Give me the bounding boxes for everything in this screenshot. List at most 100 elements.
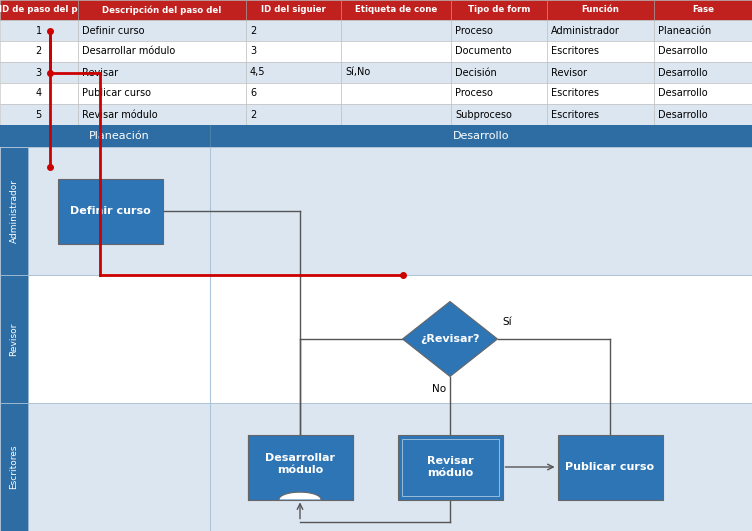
Bar <box>547 41 653 62</box>
Text: Desarrollo: Desarrollo <box>658 47 707 56</box>
Bar <box>402 439 499 495</box>
Text: ID de paso del p: ID de paso del p <box>0 5 78 14</box>
Bar <box>0 275 28 403</box>
Text: Sí,No: Sí,No <box>345 67 370 78</box>
Bar <box>28 403 752 531</box>
Text: 3: 3 <box>36 67 42 78</box>
Bar <box>341 62 451 83</box>
Bar <box>246 83 341 104</box>
Bar <box>653 20 752 41</box>
Text: 4,5: 4,5 <box>250 67 265 78</box>
Bar <box>0 403 28 531</box>
Bar <box>398 434 502 500</box>
Bar <box>247 434 353 500</box>
Text: Administrador: Administrador <box>10 179 19 243</box>
Text: Revisor: Revisor <box>10 322 19 356</box>
Bar <box>0 62 77 83</box>
Text: 2: 2 <box>250 109 256 119</box>
Bar <box>77 0 246 20</box>
Bar <box>451 0 547 20</box>
Polygon shape <box>247 492 353 500</box>
Text: Planeación: Planeación <box>658 25 711 36</box>
Text: Descripción del paso del: Descripción del paso del <box>102 5 221 15</box>
Text: Etiqueta de cone: Etiqueta de cone <box>355 5 438 14</box>
Text: 4: 4 <box>36 89 42 98</box>
Text: Revisar
módulo: Revisar módulo <box>426 456 473 478</box>
Bar <box>653 104 752 125</box>
Bar <box>0 104 77 125</box>
Bar <box>547 104 653 125</box>
Text: Subproceso: Subproceso <box>456 109 512 119</box>
Bar <box>77 104 246 125</box>
Bar <box>653 41 752 62</box>
Bar <box>0 125 752 147</box>
Text: Función: Función <box>581 5 619 14</box>
Bar <box>0 41 77 62</box>
Bar <box>451 20 547 41</box>
Bar <box>28 147 752 275</box>
Bar <box>451 62 547 83</box>
Text: Definir curso: Definir curso <box>70 206 150 216</box>
Text: 2: 2 <box>250 25 256 36</box>
Text: Proceso: Proceso <box>456 89 493 98</box>
Text: Desarrollar módulo: Desarrollar módulo <box>82 47 175 56</box>
Text: 3: 3 <box>250 47 256 56</box>
Bar <box>653 62 752 83</box>
Text: Tipo de form: Tipo de form <box>468 5 530 14</box>
Text: Desarrollo: Desarrollo <box>658 89 707 98</box>
Text: ID del siguier: ID del siguier <box>261 5 326 14</box>
Text: Decisión: Decisión <box>456 67 497 78</box>
Bar <box>0 20 77 41</box>
Bar <box>341 0 451 20</box>
Text: Documento: Documento <box>456 47 512 56</box>
Polygon shape <box>402 302 498 376</box>
Bar <box>557 434 663 500</box>
Text: 2: 2 <box>35 47 42 56</box>
Bar <box>341 20 451 41</box>
Bar <box>547 20 653 41</box>
Bar <box>77 20 246 41</box>
Text: Revisar: Revisar <box>82 67 118 78</box>
Text: 1: 1 <box>36 25 42 36</box>
Text: No: No <box>432 384 446 395</box>
Text: Definir curso: Definir curso <box>82 25 144 36</box>
Text: Escritores: Escritores <box>550 47 599 56</box>
Bar <box>451 104 547 125</box>
Bar <box>547 0 653 20</box>
Text: Revisar módulo: Revisar módulo <box>82 109 157 119</box>
Text: ¿Revisar?: ¿Revisar? <box>420 334 480 344</box>
Text: Escritores: Escritores <box>550 109 599 119</box>
Bar <box>341 104 451 125</box>
Bar <box>246 62 341 83</box>
Bar <box>653 83 752 104</box>
Bar <box>246 0 341 20</box>
Bar <box>57 178 162 244</box>
Bar <box>0 147 28 275</box>
Text: Fase: Fase <box>692 5 714 14</box>
Bar <box>341 83 451 104</box>
Text: Desarrollo: Desarrollo <box>658 109 707 119</box>
Text: Desarrollar
módulo: Desarrollar módulo <box>265 453 335 475</box>
Bar <box>77 41 246 62</box>
Bar <box>451 83 547 104</box>
Text: 5: 5 <box>35 109 42 119</box>
Bar <box>0 83 77 104</box>
Text: Sí: Sí <box>502 317 512 327</box>
Text: Desarrollo: Desarrollo <box>658 67 707 78</box>
Bar <box>246 20 341 41</box>
Text: Publicar curso: Publicar curso <box>82 89 150 98</box>
Bar <box>246 41 341 62</box>
Bar <box>547 62 653 83</box>
Text: Escritores: Escritores <box>10 445 19 489</box>
Text: Escritores: Escritores <box>550 89 599 98</box>
Bar <box>246 104 341 125</box>
Text: Proceso: Proceso <box>456 25 493 36</box>
Text: Revisor: Revisor <box>550 67 587 78</box>
Bar <box>28 275 752 403</box>
Bar <box>77 62 246 83</box>
Text: Planeación: Planeación <box>89 131 150 141</box>
Bar <box>77 83 246 104</box>
Text: Administrador: Administrador <box>550 25 620 36</box>
Bar <box>547 83 653 104</box>
Bar <box>341 41 451 62</box>
